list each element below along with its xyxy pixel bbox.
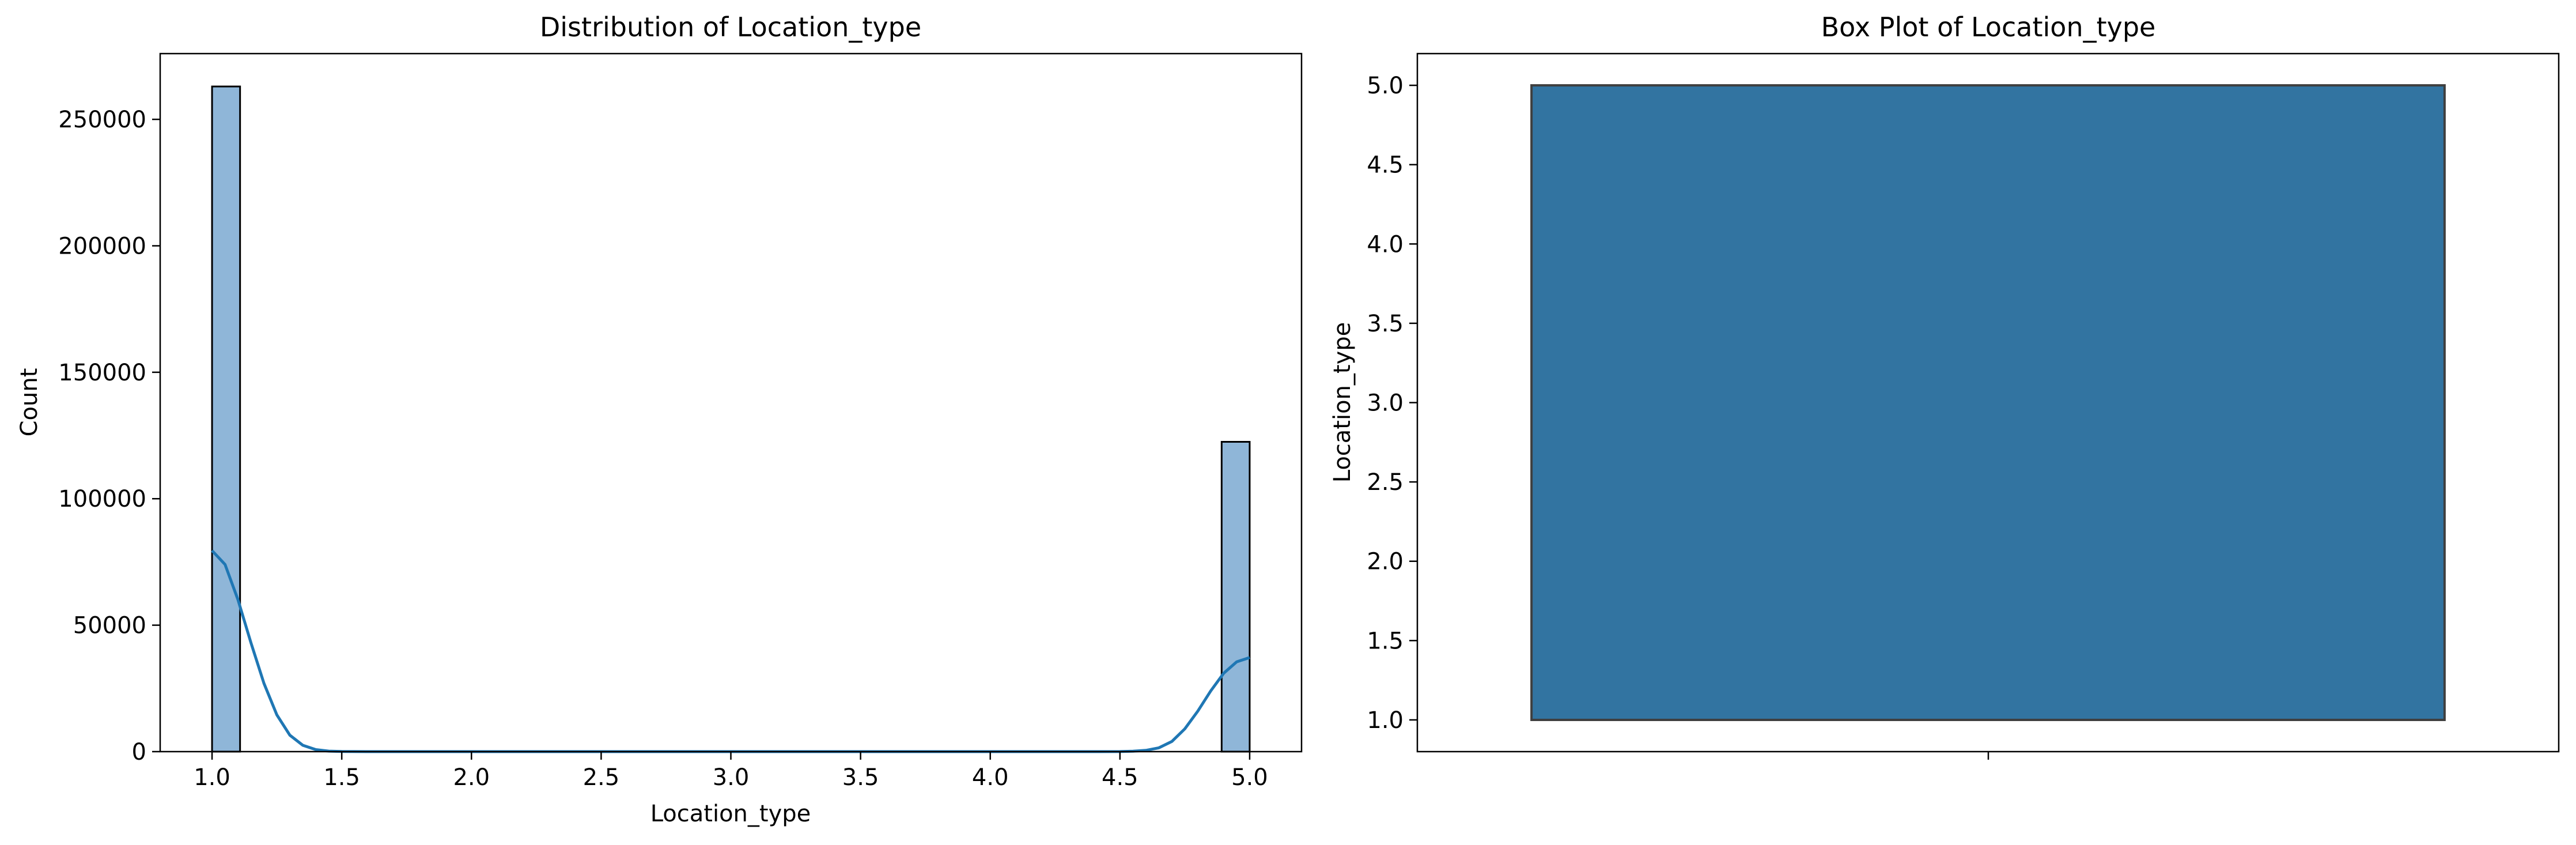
kde-line — [211, 549, 1250, 753]
y-tick-label: 200000 — [58, 233, 146, 259]
y-axis-label: Count — [16, 368, 43, 437]
histogram-bars — [211, 85, 1251, 753]
x-tick-label: 4.5 — [1102, 764, 1138, 791]
boxplot-title: Box Plot of Location_type — [1821, 12, 2156, 43]
x-tick-label: 2.5 — [583, 764, 620, 791]
boxplot-y-axis-label: Location_type — [1329, 322, 1356, 483]
histogram-axes-frame — [159, 52, 1303, 753]
box-element — [1530, 84, 2446, 721]
x-tick-label: 2.0 — [453, 764, 490, 791]
boxplot-y-axis-ticks: 1.0 1.5 2.0 2.5 3.0 3.5 4.0 4.5 5.0 — [1367, 73, 1417, 734]
y-tick-label: 4.0 — [1367, 231, 1404, 258]
histogram-bar — [211, 85, 241, 753]
y-tick-label: 4.5 — [1367, 152, 1404, 179]
y-tick-label: 250000 — [58, 107, 146, 133]
box-rect — [1530, 84, 2446, 721]
x-tick-label: 3.0 — [713, 764, 750, 791]
y-tick-label: 3.0 — [1367, 390, 1404, 417]
y-tick-label: 2.0 — [1367, 549, 1404, 575]
x-tick-label: 5.0 — [1231, 764, 1268, 791]
y-axis-ticks: 0 50000 100000 150000 200000 250000 — [58, 107, 160, 765]
y-tick-label: 100000 — [58, 486, 146, 512]
boxplot-axes-frame — [1416, 52, 2560, 753]
y-tick-label: 0 — [132, 739, 146, 765]
y-tick-label: 2.5 — [1367, 469, 1404, 496]
histogram-title: Distribution of Location_type — [540, 12, 921, 43]
x-axis-ticks: 1.0 1.5 2.0 2.5 3.0 3.5 4.0 4.5 5.0 — [194, 752, 1268, 791]
y-tick-label: 1.0 — [1367, 707, 1404, 734]
x-tick-label: 1.5 — [323, 764, 360, 791]
histogram-bar — [1220, 441, 1251, 753]
x-tick-label: 4.0 — [972, 764, 1009, 791]
boxplot-panel: Box Plot of Location_type 1.0 1.5 2.0 2.5 3.… — [1329, 12, 2560, 760]
y-tick-label: 5.0 — [1367, 73, 1404, 99]
histogram-panel: Distribution of Location_type 1.0 1.5 2.0 2… — [16, 12, 1303, 827]
x-axis-label: Location_type — [650, 801, 811, 827]
y-tick-label: 50000 — [73, 613, 146, 639]
x-tick-label: 1.0 — [194, 764, 230, 791]
y-tick-label: 150000 — [58, 360, 146, 386]
x-tick-label: 3.5 — [842, 764, 879, 791]
y-tick-label: 3.5 — [1367, 311, 1404, 337]
y-tick-label: 1.5 — [1367, 628, 1404, 654]
